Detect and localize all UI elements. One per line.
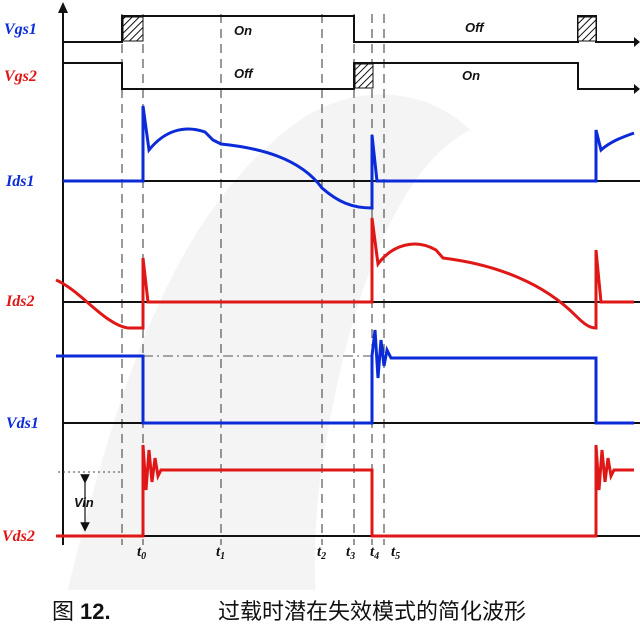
time-label-t1: t1 bbox=[216, 544, 225, 562]
vgs2-waveform bbox=[63, 62, 634, 90]
vgs1-deadtime-hatch-2 bbox=[577, 16, 597, 42]
time-axis-arrow bbox=[58, 2, 68, 13]
vgs1-deadtime-hatch-1 bbox=[122, 16, 144, 42]
time-label-t2: t2 bbox=[317, 544, 326, 562]
waveform-diagram: Vin Vgs1 Vgs2 Ids1 Ids2 Vds1 Vds2 On Off… bbox=[2, 2, 640, 590]
vgs2-arrow bbox=[634, 84, 640, 94]
label-ids2: Ids2 bbox=[5, 293, 34, 310]
label-vgs2: Vgs2 bbox=[4, 68, 37, 85]
label-vds2: Vds2 bbox=[2, 528, 35, 545]
label-vds1: Vds1 bbox=[6, 415, 39, 432]
vds1-waveform bbox=[56, 329, 634, 425]
vgs2-deadtime-hatch bbox=[354, 63, 374, 89]
vgs2-off-label: Off bbox=[234, 66, 254, 81]
time-label-t4: t4 bbox=[370, 544, 379, 562]
vgs1-waveform bbox=[63, 15, 634, 43]
vgs1-arrow bbox=[634, 37, 640, 47]
figure-caption: 图 12. 过载时潜在失效模式的简化波形 bbox=[52, 594, 640, 625]
time-label-t0: t0 bbox=[137, 544, 146, 562]
label-vgs1: Vgs1 bbox=[4, 21, 37, 38]
ids2-waveform bbox=[55, 217, 634, 330]
label-ids1: Ids1 bbox=[5, 173, 34, 190]
figure-number: 12. bbox=[80, 599, 111, 624]
vds2-waveform bbox=[56, 444, 634, 538]
time-label-t5: t5 bbox=[391, 544, 400, 562]
caption-text: 过载时潜在失效模式的简化波形 bbox=[218, 600, 527, 625]
background-swoosh bbox=[67, 94, 470, 590]
figure-word: 图 bbox=[52, 600, 75, 625]
vgs1-on-label: On bbox=[234, 23, 252, 38]
vgs1-off-label: Off bbox=[465, 20, 485, 35]
time-label-t3: t3 bbox=[346, 544, 355, 562]
ids1-waveform bbox=[63, 105, 635, 210]
vgs2-on-label: On bbox=[462, 68, 480, 83]
vin-label: Vin bbox=[74, 495, 94, 510]
